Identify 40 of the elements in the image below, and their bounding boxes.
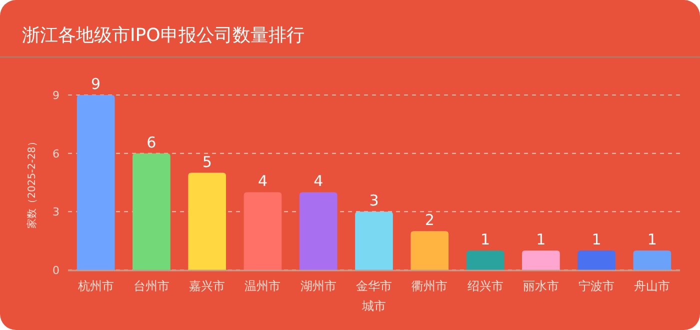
data-label: 1	[480, 230, 490, 249]
data-label: 1	[536, 230, 546, 249]
x-tick-label: 温州市	[244, 279, 281, 293]
x-axis-title: 城市	[361, 299, 386, 313]
x-tick-label: 杭州市	[76, 279, 114, 293]
data-label: 5	[202, 152, 212, 171]
data-label: 9	[91, 75, 101, 93]
bar	[410, 231, 449, 270]
x-tick-label: 台州市	[133, 279, 170, 293]
x-tick-label: 舟山市	[634, 279, 670, 293]
data-label: 4	[258, 172, 268, 190]
x-tick-label: 衢州市	[412, 279, 448, 293]
x-tick-label: 宁波市	[578, 279, 615, 293]
bar	[299, 192, 338, 270]
y-axis-title: 家数（2025-2-28）	[26, 136, 38, 228]
data-label: 1	[592, 230, 602, 249]
bar	[633, 250, 672, 270]
data-label: 6	[146, 133, 156, 152]
chart-title: 浙江各地级市IPO申报公司数量排行	[22, 25, 304, 46]
y-tick-label: 6	[52, 147, 60, 160]
x-tick-label: 湖州市	[300, 279, 336, 293]
bar	[132, 153, 170, 270]
bar	[188, 172, 226, 270]
x-tick-label: 绍兴市	[467, 279, 504, 293]
bar	[466, 250, 504, 270]
y-tick-label: 3	[52, 206, 60, 219]
y-tick-label: 0	[52, 264, 60, 277]
bar	[522, 250, 560, 270]
bar	[76, 95, 115, 270]
bar	[355, 212, 393, 270]
data-label: 4	[314, 172, 324, 190]
bar	[244, 192, 282, 270]
data-label: 1	[647, 230, 657, 249]
x-tick-label: 丽水市	[522, 279, 559, 293]
data-label: 3	[369, 192, 379, 210]
bar	[578, 250, 616, 270]
x-tick-label: 嘉兴市	[189, 279, 226, 293]
y-tick-label: 9	[52, 89, 60, 102]
x-tick-label: 金华市	[356, 279, 392, 293]
data-label: 2	[424, 211, 434, 230]
